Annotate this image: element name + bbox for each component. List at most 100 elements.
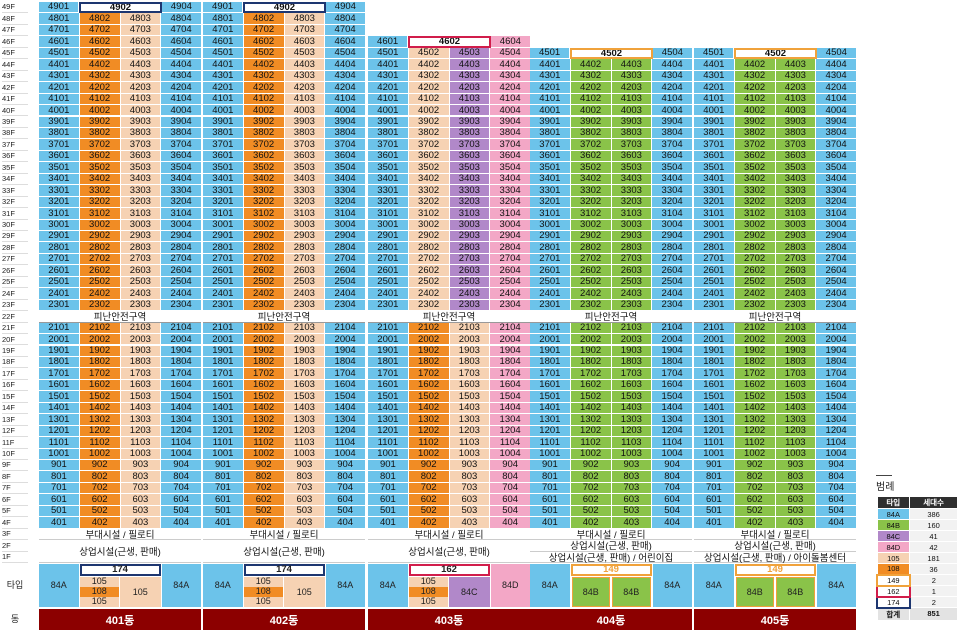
unit-cell[interactable]: 602 bbox=[79, 494, 121, 506]
unit-cell[interactable]: 2503 bbox=[284, 276, 326, 289]
unit-cell[interactable]: 1603 bbox=[775, 379, 817, 392]
unit-cell[interactable]: 3201 bbox=[368, 196, 409, 209]
unit-cell[interactable]: 4604 bbox=[161, 36, 201, 48]
unit-cell[interactable]: 1302 bbox=[408, 414, 450, 426]
unit-cell[interactable]: 2101 bbox=[39, 322, 80, 335]
unit-cell[interactable]: 1103 bbox=[120, 437, 162, 449]
unit-cell[interactable]: 2901 bbox=[39, 231, 80, 243]
unit-cell[interactable]: 1503 bbox=[120, 391, 162, 403]
unit-cell[interactable]: 2302 bbox=[79, 299, 121, 312]
unit-cell[interactable]: 4001 bbox=[203, 105, 244, 117]
unit-cell[interactable]: 902 bbox=[408, 460, 450, 472]
unit-cell[interactable]: 501 bbox=[39, 505, 80, 518]
unit-cell[interactable]: 501 bbox=[203, 505, 244, 518]
unit-cell[interactable]: 1103 bbox=[284, 437, 326, 449]
unit-cell[interactable]: 1903 bbox=[611, 345, 653, 357]
unit-cell[interactable]: 4504 bbox=[652, 47, 692, 60]
unit-cell[interactable]: 1401 bbox=[694, 402, 735, 415]
unit-cell[interactable]: 4403 bbox=[284, 59, 326, 71]
unit-cell[interactable]: 4601 bbox=[203, 36, 244, 48]
unit-cell[interactable]: 2004 bbox=[490, 334, 530, 346]
unit-cell[interactable]: 4603 bbox=[120, 36, 162, 48]
unit-cell[interactable]: 1102 bbox=[79, 437, 121, 449]
unit-cell[interactable]: 704 bbox=[816, 482, 856, 495]
unit-cell[interactable]: 1601 bbox=[530, 379, 571, 392]
unit-cell[interactable]: 3302 bbox=[79, 185, 121, 197]
unit-cell[interactable]: 1104 bbox=[325, 437, 365, 449]
unit-cell[interactable]: 802 bbox=[79, 471, 121, 483]
unit-cell[interactable]: 1201 bbox=[530, 425, 571, 438]
unit-cell[interactable]: 3504 bbox=[490, 162, 530, 174]
unit-cell[interactable]: 4901 bbox=[203, 2, 244, 14]
unit-cell[interactable]: 1604 bbox=[325, 379, 365, 392]
unit-cell[interactable]: 4202 bbox=[570, 82, 612, 94]
unit-cell[interactable]: 2603 bbox=[611, 265, 653, 277]
unit-cell[interactable]: 1301 bbox=[39, 414, 80, 426]
unit-cell[interactable]: 1803 bbox=[120, 356, 162, 369]
unit-cell[interactable]: 4203 bbox=[775, 82, 817, 94]
unit-cell[interactable]: 2702 bbox=[408, 253, 450, 266]
unit-cell[interactable]: 4303 bbox=[611, 70, 653, 83]
unit-cell[interactable]: 1602 bbox=[243, 379, 285, 392]
unit-cell[interactable]: 502 bbox=[243, 505, 285, 518]
unit-cell[interactable]: 3303 bbox=[775, 185, 817, 197]
unit-cell[interactable]: 1501 bbox=[368, 391, 409, 403]
unit-cell[interactable]: 601 bbox=[694, 494, 735, 506]
unit-cell[interactable]: 3901 bbox=[368, 116, 409, 128]
unit-cell[interactable]: 2901 bbox=[694, 231, 735, 243]
unit-cell[interactable]: 501 bbox=[368, 505, 409, 518]
unit-cell[interactable]: 3404 bbox=[161, 173, 201, 186]
unit-cell[interactable]: 2102 bbox=[734, 322, 776, 335]
unit-cell[interactable]: 2704 bbox=[652, 253, 692, 266]
unit-cell[interactable]: 2901 bbox=[530, 231, 571, 243]
unit-cell[interactable]: 2904 bbox=[325, 231, 365, 243]
unit-cell[interactable]: 1403 bbox=[775, 402, 817, 415]
unit-cell[interactable]: 1604 bbox=[816, 379, 856, 392]
unit-cell[interactable]: 3304 bbox=[816, 185, 856, 197]
unit-cell[interactable]: 3001 bbox=[368, 219, 409, 231]
unit-cell[interactable]: 3903 bbox=[611, 116, 653, 128]
unit-cell[interactable]: 1802 bbox=[79, 356, 121, 369]
unit-cell[interactable]: 4202 bbox=[79, 82, 121, 94]
unit-cell[interactable]: 1602 bbox=[734, 379, 776, 392]
unit-cell[interactable]: 3601 bbox=[368, 150, 409, 163]
unit-cell[interactable]: 1302 bbox=[734, 414, 776, 426]
unit-cell[interactable]: 1204 bbox=[325, 425, 365, 438]
unit-cell[interactable]: 3203 bbox=[775, 196, 817, 209]
unit-cell[interactable]: 2701 bbox=[203, 253, 244, 266]
unit-cell[interactable]: 3803 bbox=[611, 127, 653, 140]
unit-cell[interactable]: 1403 bbox=[120, 402, 162, 415]
unit-cell[interactable]: 1102 bbox=[570, 437, 612, 449]
unit-cell[interactable]: 1902 bbox=[243, 345, 285, 357]
unit-cell[interactable]: 4601 bbox=[39, 36, 80, 48]
unit-cell[interactable]: 3302 bbox=[243, 185, 285, 197]
unit-cell[interactable]: 1201 bbox=[368, 425, 409, 438]
unit-cell[interactable]: 2502 bbox=[79, 276, 121, 289]
unit-cell[interactable]: 1604 bbox=[490, 379, 530, 392]
unit-cell[interactable]: 1101 bbox=[530, 437, 571, 449]
unit-cell[interactable]: 3703 bbox=[120, 139, 162, 151]
unit-cell[interactable]: 1202 bbox=[408, 425, 450, 438]
unit-cell[interactable]: 3702 bbox=[79, 139, 121, 151]
unit-cell[interactable]: 2702 bbox=[79, 253, 121, 266]
unit-cell[interactable]: 3304 bbox=[652, 185, 692, 197]
unit-cell[interactable]: 3802 bbox=[570, 127, 612, 140]
unit-cell[interactable]: 2602 bbox=[570, 265, 612, 277]
unit-cell[interactable]: 1401 bbox=[203, 402, 244, 415]
unit-cell[interactable]: 4803 bbox=[284, 13, 326, 25]
unit-cell[interactable]: 4302 bbox=[243, 70, 285, 83]
unit-cell[interactable]: 2702 bbox=[243, 253, 285, 266]
unit-cell[interactable]: 1001 bbox=[203, 448, 244, 460]
unit-cell[interactable]: 3701 bbox=[368, 139, 409, 151]
unit-cell[interactable]: 3602 bbox=[243, 150, 285, 163]
unit-cell[interactable]: 904 bbox=[652, 460, 692, 472]
unit-cell[interactable]: 2303 bbox=[120, 299, 162, 312]
unit-cell[interactable]: 2104 bbox=[490, 322, 530, 335]
unit-cell[interactable]: 4501 bbox=[694, 47, 735, 60]
unit-cell[interactable]: 4804 bbox=[325, 13, 365, 25]
unit-cell[interactable]: 4204 bbox=[816, 82, 856, 94]
unit-cell[interactable]: 1301 bbox=[530, 414, 571, 426]
unit-cell-penthouse[interactable]: 4902 bbox=[79, 2, 162, 14]
unit-cell[interactable]: 3504 bbox=[325, 162, 365, 174]
unit-cell[interactable]: 1001 bbox=[39, 448, 80, 460]
